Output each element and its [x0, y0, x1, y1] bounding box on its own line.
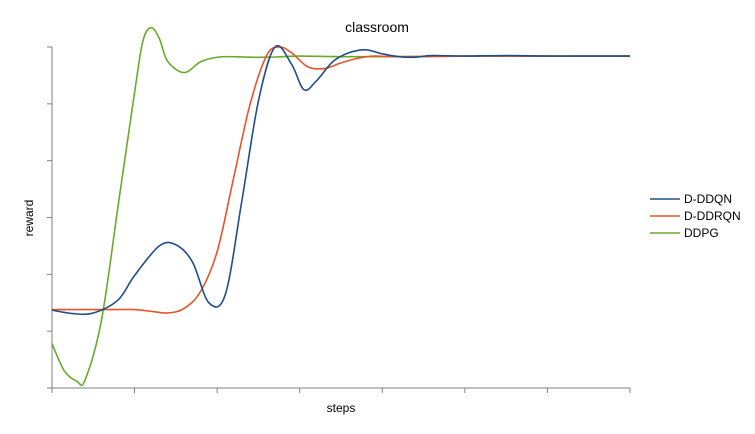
- series-line-d-ddqn: [51, 44, 630, 316]
- series-line-d-ddrqn: [52, 46, 630, 314]
- x-axis-label: steps: [327, 401, 356, 415]
- chart-title: classroom: [345, 19, 409, 35]
- series-line-ddpg: [51, 26, 630, 387]
- y-axis-ticks: [47, 46, 52, 389]
- legend: D-DDQN D-DDRQN DDPG: [650, 192, 741, 240]
- x-axis-ticks: [51, 388, 631, 393]
- y-axis-label: reward: [22, 200, 36, 237]
- series-layer: [51, 26, 630, 387]
- legend-label-d-ddqn: D-DDQN: [684, 192, 732, 206]
- legend-label-ddpg: DDPG: [684, 226, 719, 240]
- legend-label-d-ddrqn: D-DDRQN: [684, 209, 741, 223]
